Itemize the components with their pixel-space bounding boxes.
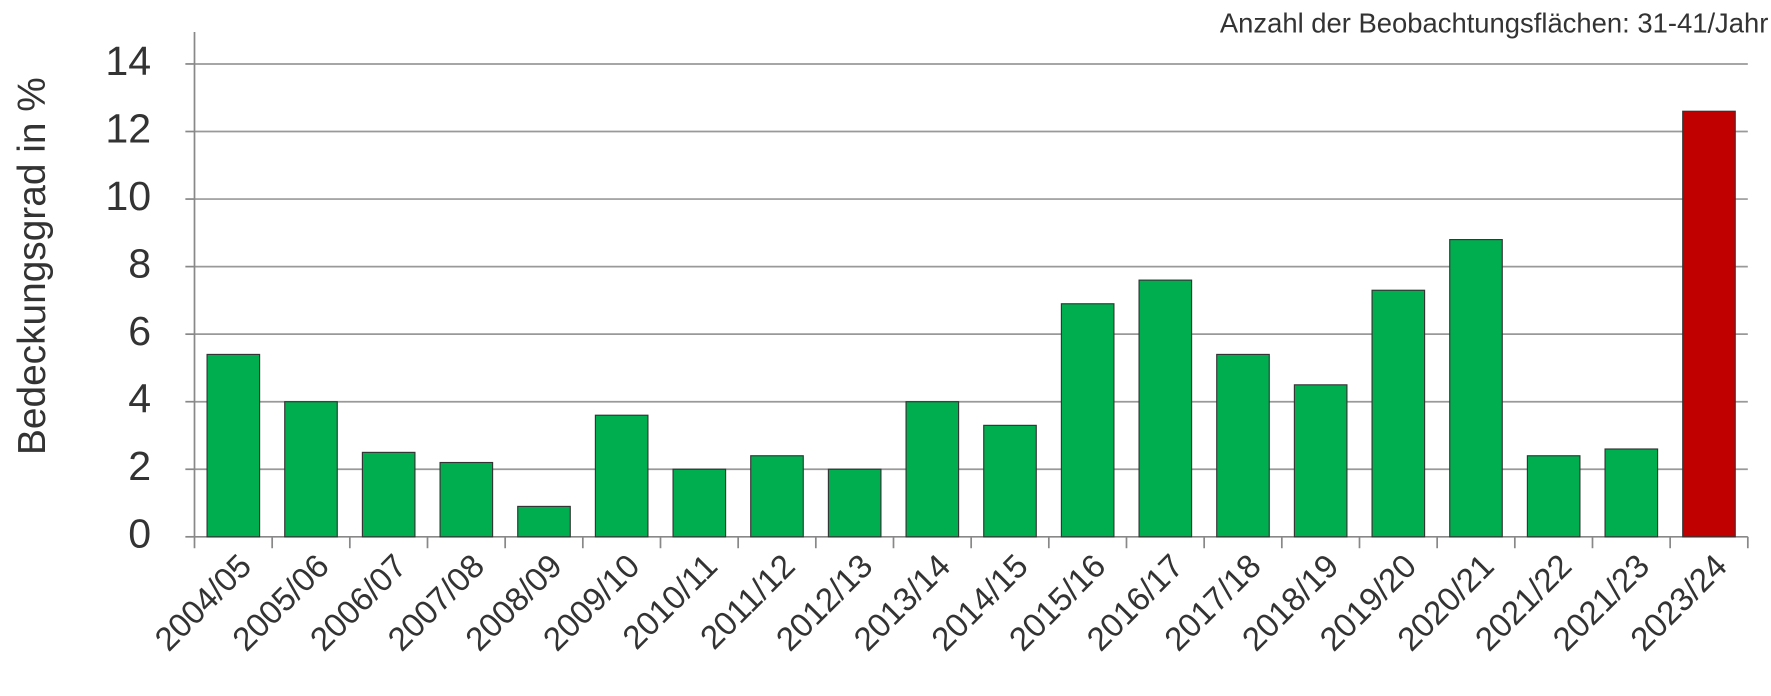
annotation: Anzahl der Beobachtungsflächen: 31-41/Ja… [1220,7,1769,38]
y-tick-label: 8 [128,240,151,286]
bar [1138,279,1193,538]
y-axis-label: Bedeckungsgrad in % [11,77,54,455]
bar [517,505,571,538]
bar [1449,239,1503,538]
bar [1604,448,1659,538]
y-tick-label: 12 [105,105,151,151]
bar [672,468,727,538]
bar [361,451,416,538]
bar [1526,455,1581,538]
y-tick-label: 10 [105,173,151,219]
bar [827,468,882,538]
bar [1293,384,1348,538]
y-tick-label: 14 [105,38,151,84]
bar [594,414,649,538]
bar [439,461,494,538]
bar [1682,110,1736,538]
y-tick-label: 6 [128,308,151,354]
bar [750,455,804,538]
y-tick-label: 2 [128,443,151,489]
bar [284,401,338,538]
bar [905,401,960,538]
bar [983,424,1037,538]
bar [1060,303,1115,538]
y-tick-label: 0 [128,511,151,557]
bar [1371,289,1426,538]
bar [206,353,261,538]
y-tick-label: 4 [128,376,151,422]
bar [1216,353,1270,538]
